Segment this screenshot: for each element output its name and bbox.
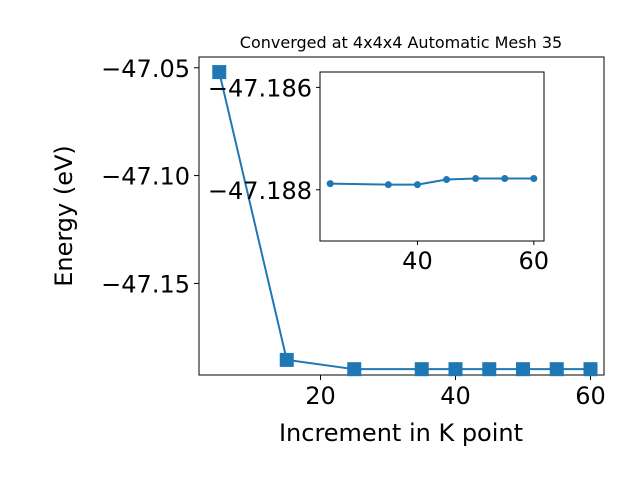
main-plot: 20 40 60 −47.05 −47.10 −47.15 Converged at 4… xyxy=(50,33,606,447)
main-y-tick-label: −47.15 xyxy=(101,270,190,298)
inset-data-point xyxy=(530,175,538,183)
inset-series xyxy=(326,175,538,189)
main-data-point xyxy=(482,362,497,377)
chart-title: Converged at 4x4x4 Automatic Mesh 35 xyxy=(240,33,562,52)
main-x-tick-label: 60 xyxy=(575,382,606,410)
inset-x-ticks: 40 60 xyxy=(402,241,549,275)
inset-data-point xyxy=(472,175,480,183)
inset-y-tick-label: −47.188 xyxy=(208,177,312,205)
inset-data-point xyxy=(443,176,451,184)
main-data-point xyxy=(279,352,294,367)
main-data-point xyxy=(516,362,530,377)
main-data-point xyxy=(347,362,362,377)
inset-data-point xyxy=(384,181,392,189)
inset-plot: 40 60 −47.188 −47.186 xyxy=(208,71,549,275)
inset-data-point xyxy=(326,180,334,188)
inset-x-tick-label: 60 xyxy=(519,247,550,275)
main-x-tick-label: 40 xyxy=(440,382,471,410)
main-plot-frame xyxy=(198,56,605,376)
main-y-tick-label: −47.05 xyxy=(101,55,190,83)
main-data-point xyxy=(549,362,564,377)
inset-data-point xyxy=(413,181,421,189)
main-series xyxy=(212,65,598,377)
main-y-tick-label: −47.10 xyxy=(101,163,190,191)
main-data-point xyxy=(583,362,598,377)
main-data-point xyxy=(448,362,463,377)
inset-data-point xyxy=(501,175,509,183)
inset-y-ticks: −47.188 −47.186 xyxy=(208,74,320,205)
main-x-tick-label: 20 xyxy=(305,382,336,410)
inset-plot-frame xyxy=(319,71,545,242)
inset-x-tick-label: 40 xyxy=(402,247,433,275)
x-axis-label: Increment in K point xyxy=(279,419,523,447)
y-axis-label: Energy (eV) xyxy=(50,145,78,287)
main-y-ticks: −47.05 −47.10 −47.15 xyxy=(101,55,199,298)
inset-y-tick-label: −47.186 xyxy=(208,74,312,102)
main-data-point xyxy=(212,65,227,80)
main-data-point xyxy=(414,362,429,377)
